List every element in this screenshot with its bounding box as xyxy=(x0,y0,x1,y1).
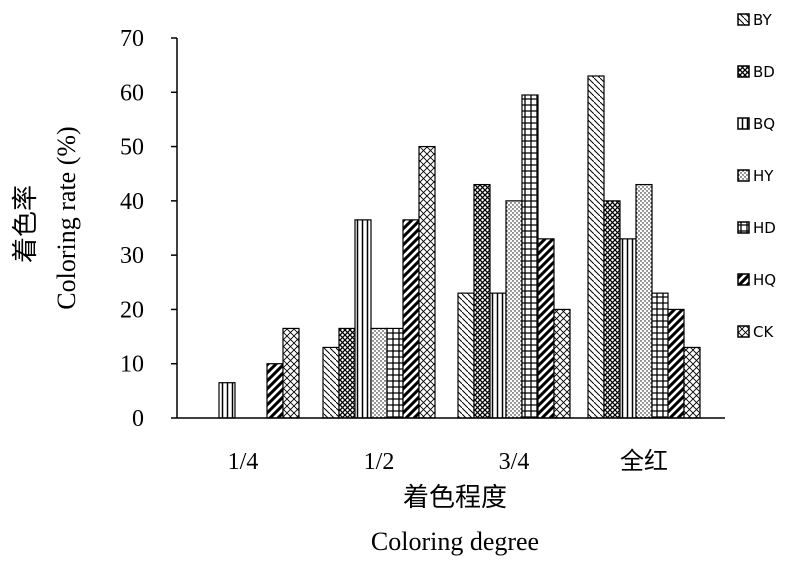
legend-swatch-ck xyxy=(737,325,750,338)
bar-hq-3 xyxy=(537,238,555,419)
y-tick-label: 60 xyxy=(120,80,144,106)
y-axis-ticks: 0 10 20 30 40 50 60 70 xyxy=(120,26,177,432)
y-tick-label: 50 xyxy=(120,135,144,161)
legend-label-bd: BD xyxy=(753,63,775,81)
legend-label-by: BY xyxy=(753,11,772,29)
axes xyxy=(176,38,725,419)
bar-by-4 xyxy=(587,75,605,419)
bar-ck-1 xyxy=(282,327,300,419)
legend-label-ck: CK xyxy=(753,323,774,341)
legend-swatch-by xyxy=(737,13,750,26)
bar-bq-3 xyxy=(489,292,507,419)
bar-bq-1 xyxy=(218,382,236,419)
legend-swatch-bd xyxy=(737,65,750,78)
bar-hq-2 xyxy=(402,219,420,419)
bar-hy-3 xyxy=(505,200,523,419)
y-tick-label: 20 xyxy=(120,297,144,323)
legend-label-hq: HQ xyxy=(753,271,776,289)
bar-hq-4 xyxy=(667,308,685,419)
y-tick-label: 0 xyxy=(132,406,144,432)
y-tick-label: 70 xyxy=(120,26,144,52)
y-tick-label: 30 xyxy=(120,243,144,269)
bar-bq-4 xyxy=(619,238,637,419)
bar-hq-1 xyxy=(266,363,284,419)
bar-hy-4 xyxy=(635,183,653,419)
legend-swatch-hq xyxy=(737,273,750,286)
legend-swatch-bq xyxy=(737,117,750,130)
x-axis-label-cn: 着色程度 xyxy=(403,483,507,513)
legend-swatch-hy xyxy=(737,169,750,182)
bar-ck-2 xyxy=(418,145,436,419)
bar-hd-3 xyxy=(521,94,539,419)
bar-ck-3 xyxy=(553,308,571,419)
bar-bq-2 xyxy=(354,219,372,419)
legend: BY BD BQ HY HD HQ CK xyxy=(737,11,776,341)
y-axis-label-en: Coloring rate (%) xyxy=(52,126,81,309)
x-tick-label: 1/2 xyxy=(364,449,395,475)
x-axis-ticks: 1/4 1/2 3/4 全红 xyxy=(228,448,668,475)
x-tick-label: 1/4 xyxy=(228,449,259,475)
plot-bars xyxy=(218,75,701,419)
y-axis-title: 着色率 Coloring rate (%) xyxy=(11,126,81,309)
legend-label-hd: HD xyxy=(753,219,776,237)
x-tick-label: 全红 xyxy=(620,448,668,475)
bar-ck-4 xyxy=(683,346,701,419)
y-tick-label: 10 xyxy=(120,352,144,378)
bar-by-3 xyxy=(457,292,475,419)
legend-label-hy: HY xyxy=(753,167,774,185)
x-tick-label: 3/4 xyxy=(499,449,530,475)
bar-by-2 xyxy=(322,346,340,419)
bar-hy-2 xyxy=(370,327,388,419)
bar-hd-4 xyxy=(651,292,669,419)
bar-hd-2 xyxy=(386,327,404,419)
x-axis-label-en: Coloring degree xyxy=(371,527,539,556)
legend-label-bq: BQ xyxy=(753,115,775,133)
bar-bd-3 xyxy=(473,183,491,419)
y-tick-label: 40 xyxy=(120,189,144,215)
bar-bd-4 xyxy=(603,200,621,419)
legend-swatch-hd xyxy=(737,221,750,234)
y-axis-label-cn: 着色率 xyxy=(11,185,41,263)
x-axis-title: 着色程度 Coloring degree xyxy=(371,483,539,556)
bar-bd-2 xyxy=(338,327,356,419)
